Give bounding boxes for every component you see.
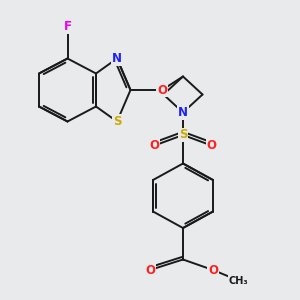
Text: N: N xyxy=(112,52,122,65)
Text: O: O xyxy=(208,263,218,277)
Text: S: S xyxy=(113,115,121,128)
Text: F: F xyxy=(64,20,71,34)
Text: O: O xyxy=(145,263,155,277)
Text: O: O xyxy=(206,139,217,152)
Text: O: O xyxy=(149,139,160,152)
Text: S: S xyxy=(179,128,187,142)
Text: N: N xyxy=(178,106,188,119)
Text: O: O xyxy=(157,83,167,97)
Text: CH₃: CH₃ xyxy=(229,275,248,286)
